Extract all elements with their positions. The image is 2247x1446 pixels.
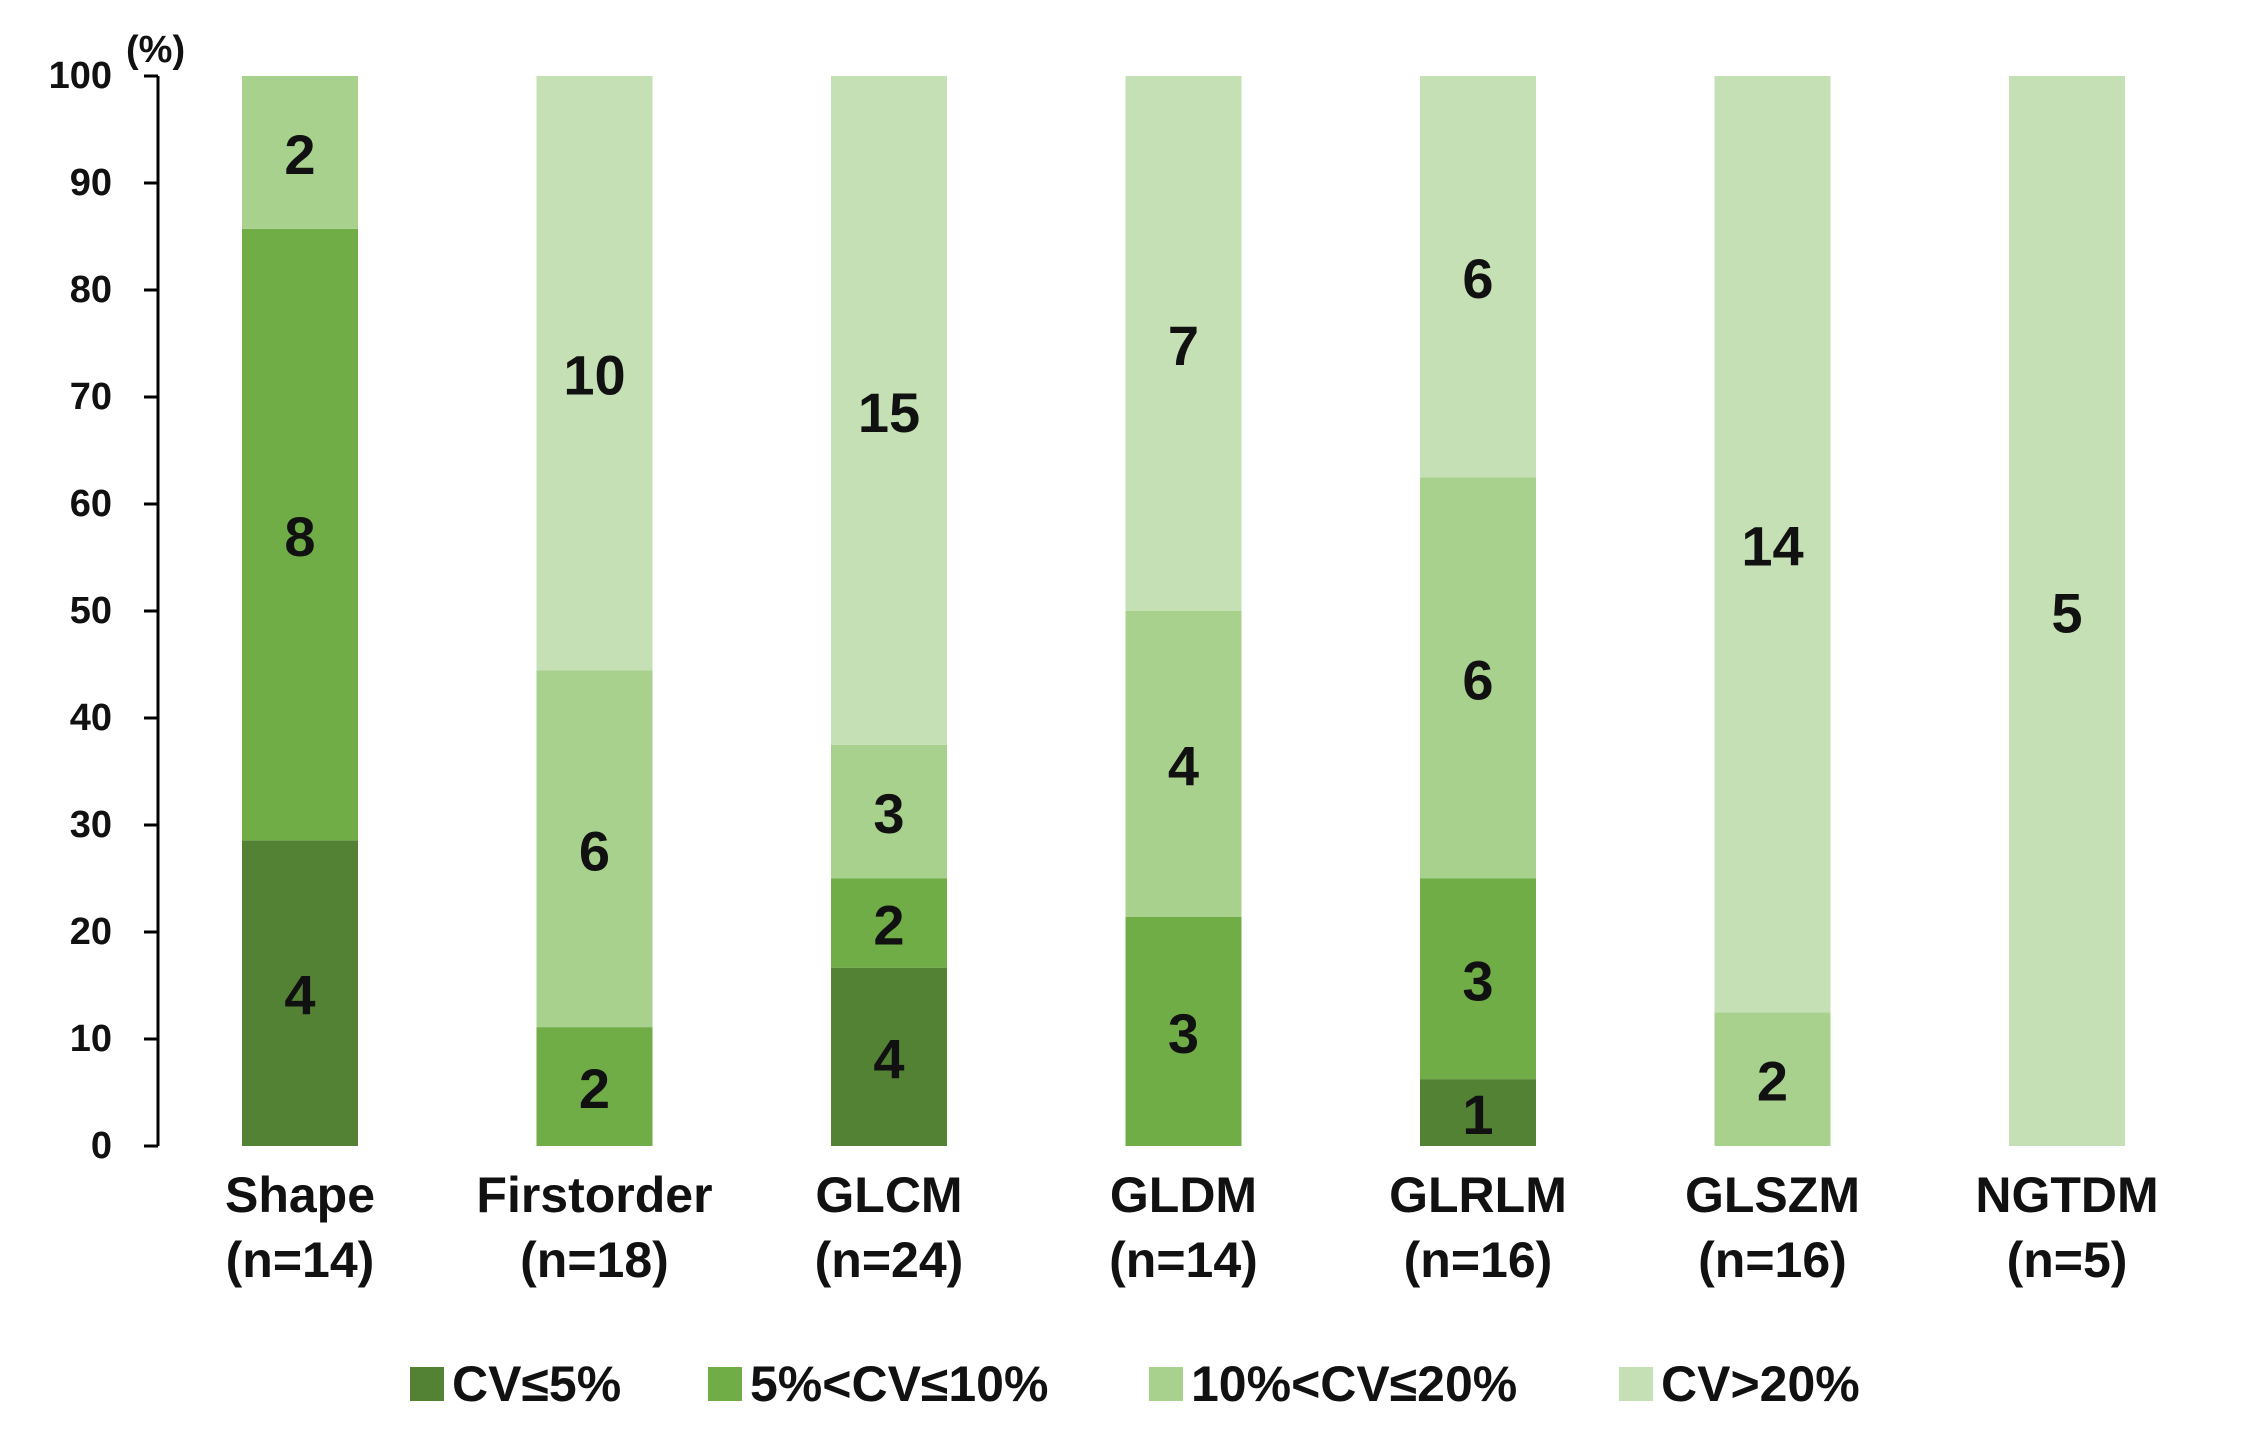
legend-swatch <box>410 1367 444 1401</box>
category-count-label: (n=16) <box>1404 1232 1553 1288</box>
y-tick-label: 30 <box>70 804 112 846</box>
bar-segment <box>536 76 653 671</box>
bar-value-label: 3 <box>1462 949 1493 1012</box>
bars: 4 8 2 2 6 10 4 2 3 15 3 4 7 1 3 6 6 2 14 5 <box>242 76 2125 1146</box>
y-tick-label: 90 <box>70 162 112 204</box>
bar-segment <box>1714 76 1831 1013</box>
category-count-label: (n=24) <box>815 1232 964 1288</box>
bar-value-label: 3 <box>1168 1002 1199 1065</box>
bar-segment <box>536 670 653 1028</box>
bar-value-label: 2 <box>284 123 315 186</box>
y-axis: 0 10 20 30 40 50 60 70 80 90 100 (%) <box>49 29 186 1167</box>
category-label: GLCM <box>815 1167 962 1223</box>
category-label: Firstorder <box>476 1167 712 1223</box>
bar-segment <box>2009 76 2125 1146</box>
legend-label: CV>20% <box>1661 1356 1860 1412</box>
bar-value-label: 7 <box>1168 314 1199 377</box>
category-count-label: (n=16) <box>1698 1232 1847 1288</box>
legend-swatch <box>1619 1367 1653 1401</box>
bar-segment <box>831 967 947 1146</box>
bar-segment <box>242 840 358 1146</box>
bar-value-label: 6 <box>1462 648 1493 711</box>
bar-value-label: 5 <box>2051 582 2082 645</box>
bar-value-label: 3 <box>873 782 904 845</box>
bar-segment <box>1420 477 1536 879</box>
category-label: NGTDM <box>1975 1167 2158 1223</box>
bar-segment <box>831 744 947 879</box>
y-tick-label: 10 <box>70 1018 112 1060</box>
y-unit-label: (%) <box>126 29 185 71</box>
bar-segment <box>1714 1012 1831 1146</box>
bar-value-label: 4 <box>1168 734 1199 797</box>
category-count-label: (n=18) <box>520 1232 669 1288</box>
y-tick-label: 50 <box>70 590 112 632</box>
bar-value-label: 2 <box>579 1057 610 1120</box>
category-label: Shape <box>225 1167 375 1223</box>
bar-value-label: 15 <box>858 381 920 444</box>
legend-label: 10%<CV≤20% <box>1191 1356 1517 1412</box>
bar-value-label: 14 <box>1741 515 1803 578</box>
bar-segment <box>1420 878 1536 1080</box>
bar-segment <box>1125 916 1242 1146</box>
y-tick-label: 80 <box>70 269 112 311</box>
bar-segment <box>1420 1079 1536 1146</box>
category-count-label: (n=14) <box>1109 1232 1258 1288</box>
y-tick-label: 20 <box>70 911 112 953</box>
bar-value-label: 6 <box>579 819 610 882</box>
bar-segment <box>1125 611 1242 917</box>
y-tick-label: 100 <box>49 55 112 97</box>
y-tick-label: 40 <box>70 697 112 739</box>
legend-swatch <box>708 1367 742 1401</box>
legend-swatch <box>1149 1367 1183 1401</box>
x-axis-labels: Shape (n=14) Firstorder (n=18) GLCM (n=24) GLD… <box>225 1167 2159 1288</box>
bar-value-label: 2 <box>1757 1050 1788 1113</box>
bar-value-label: 1 <box>1462 1083 1493 1146</box>
category-label: GLDM <box>1110 1167 1257 1223</box>
bar-segment <box>1420 76 1536 478</box>
bar-value-label: 8 <box>284 505 315 568</box>
legend: CV≤5% 5%<CV≤10% 10%<CV≤20% CV>20% <box>410 1356 1860 1412</box>
bar-segment <box>1125 76 1242 611</box>
bar-segment <box>831 878 947 968</box>
bar-segment <box>831 76 947 745</box>
bar-segment <box>242 228 358 841</box>
bar-value-label: 6 <box>1462 247 1493 310</box>
y-tick-label: 70 <box>70 376 112 418</box>
bar-value-label: 4 <box>873 1027 904 1090</box>
category-count-label: (n=14) <box>226 1232 375 1288</box>
bar-segment <box>242 76 358 229</box>
bar-value-label: 10 <box>563 344 625 407</box>
category-label: GLSZM <box>1685 1167 1860 1223</box>
y-tick-label: 0 <box>91 1125 112 1167</box>
bar-value-label: 4 <box>284 964 315 1027</box>
legend-label: CV≤5% <box>452 1356 621 1412</box>
bar-segment <box>536 1027 653 1146</box>
category-count-label: (n=5) <box>2007 1232 2128 1288</box>
category-label: GLRLM <box>1389 1167 1567 1223</box>
bar-value-label: 2 <box>873 894 904 957</box>
y-tick-label: 60 <box>70 483 112 525</box>
legend-label: 5%<CV≤10% <box>750 1356 1048 1412</box>
